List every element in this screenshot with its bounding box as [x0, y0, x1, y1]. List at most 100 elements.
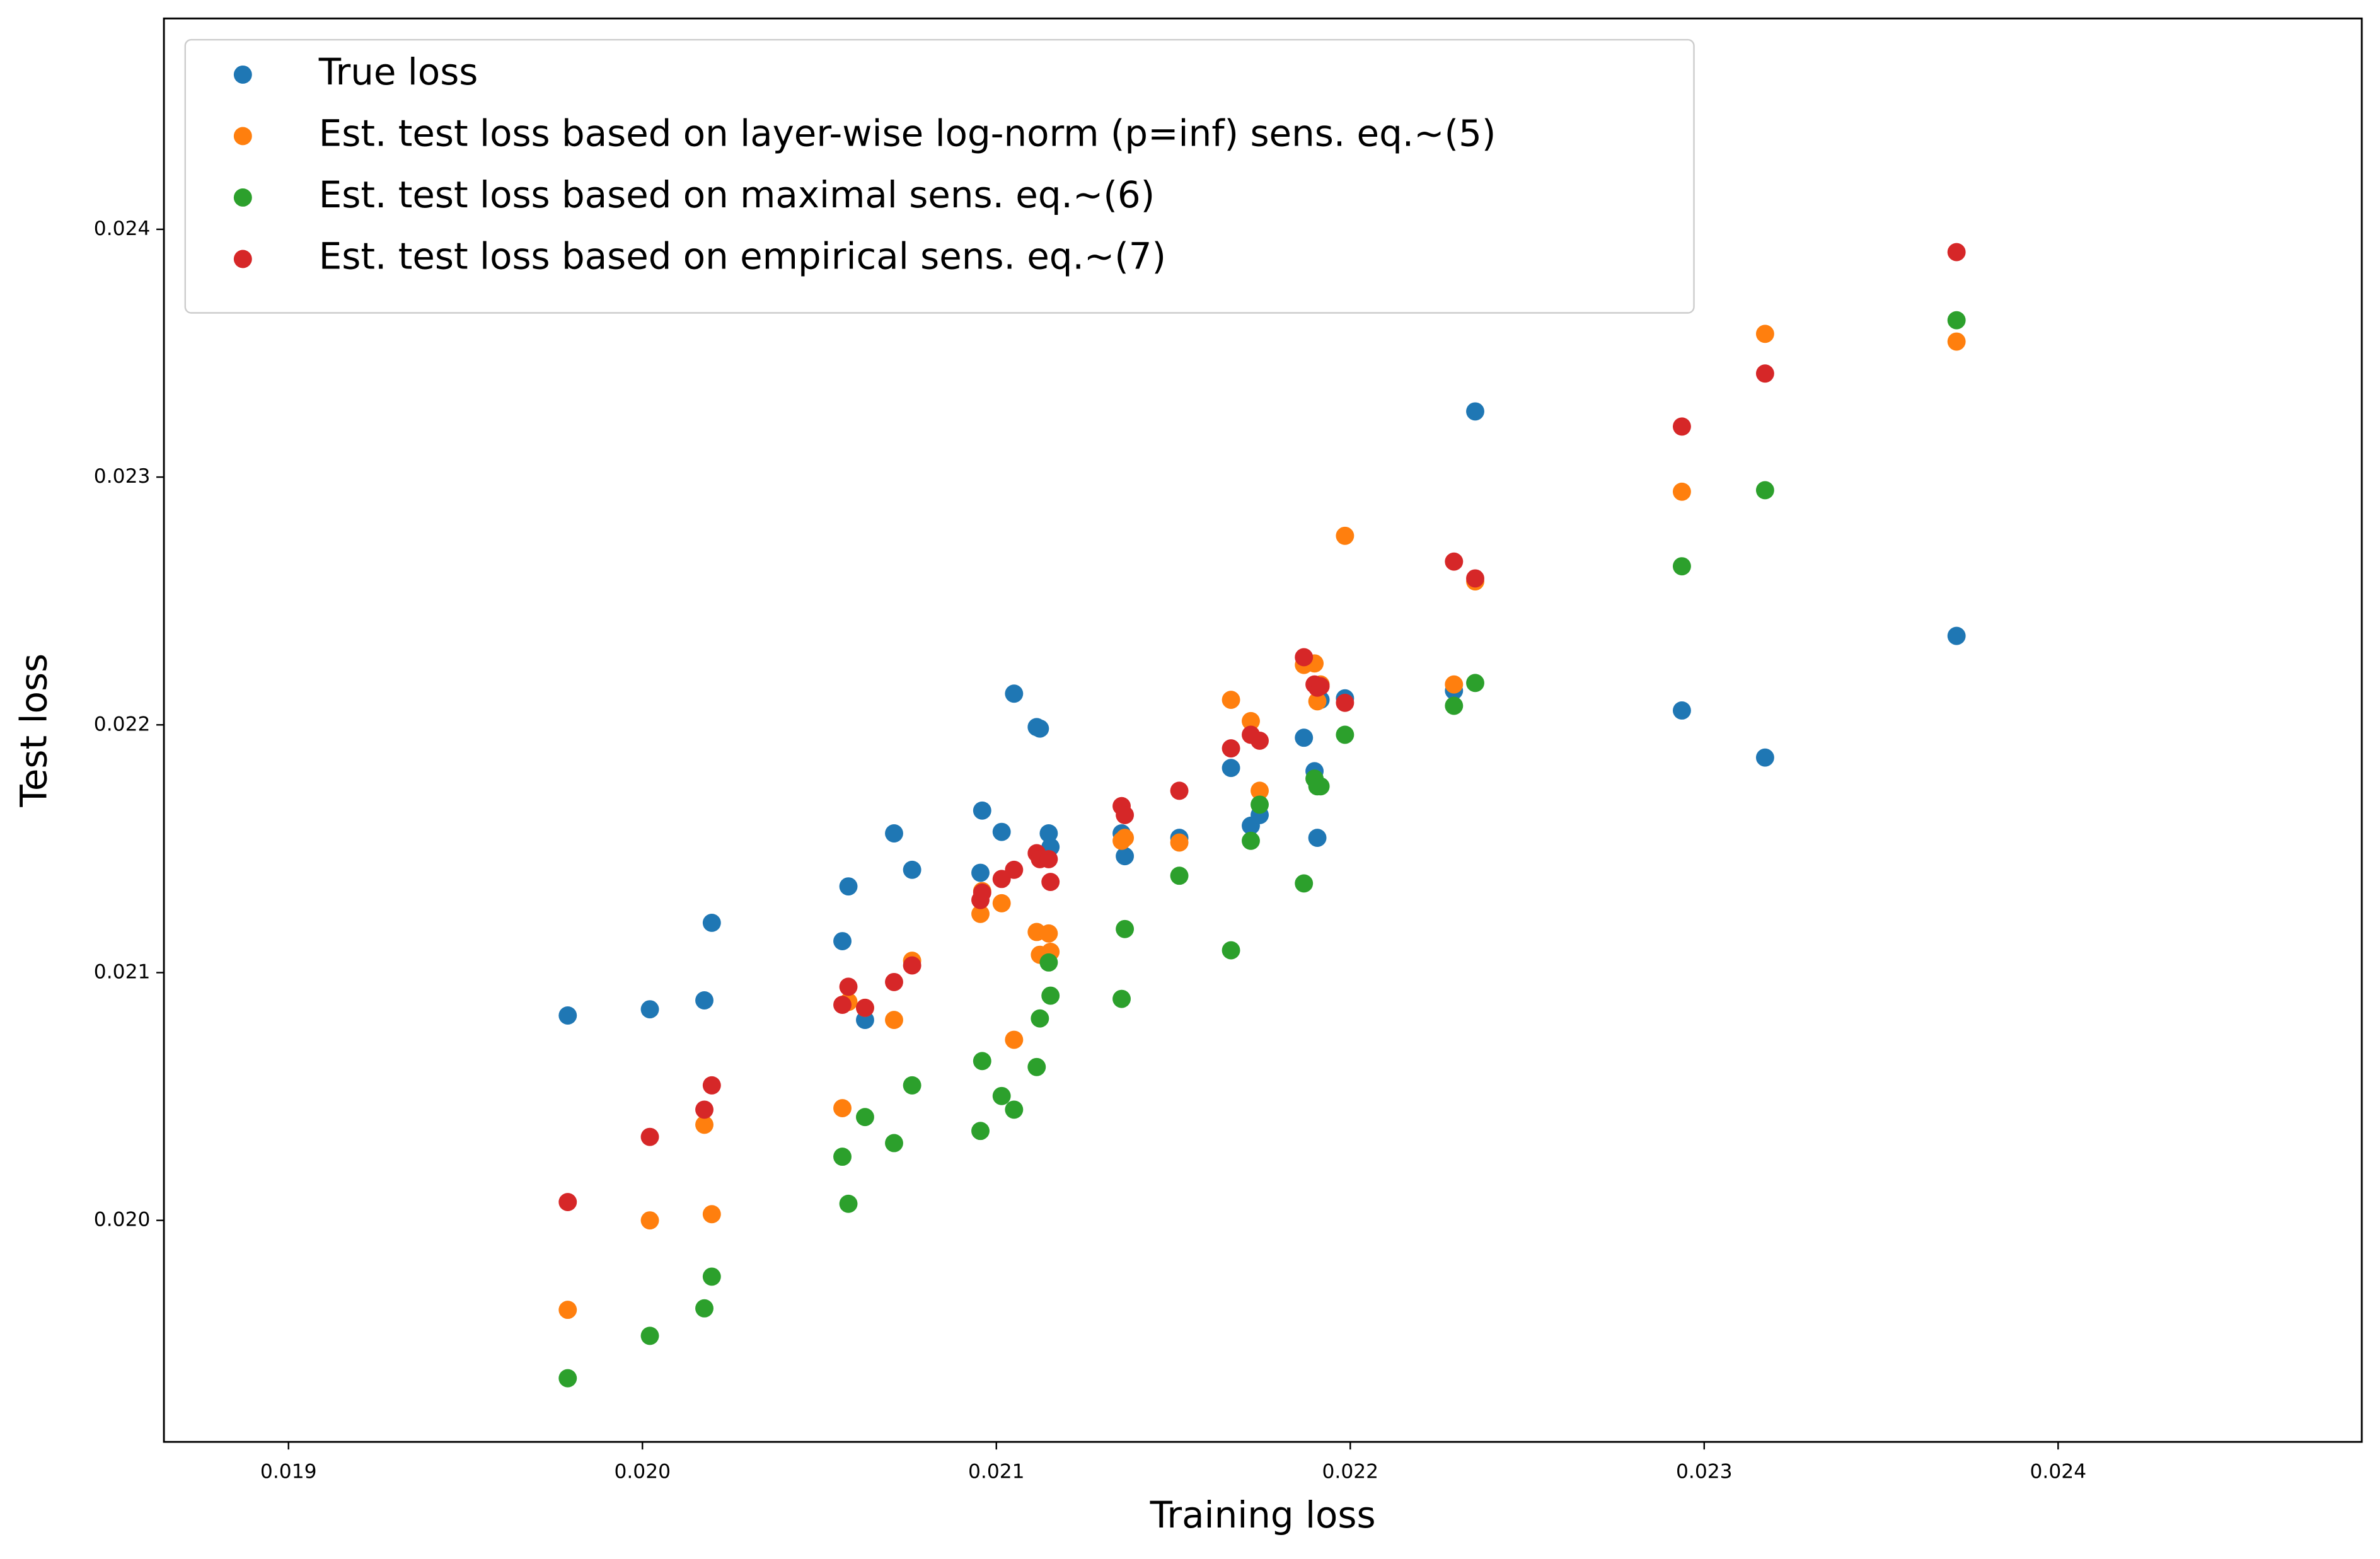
y-axis-label: Test loss	[12, 653, 55, 808]
data-point	[1222, 759, 1240, 778]
x-tick-label: 0.024	[2030, 1460, 2087, 1483]
data-point	[1672, 482, 1691, 501]
data-point	[1170, 781, 1189, 800]
data-point	[1222, 739, 1240, 758]
data-point	[695, 1100, 713, 1119]
data-point	[992, 1086, 1011, 1105]
data-point	[1336, 526, 1355, 545]
data-point	[1242, 711, 1260, 730]
data-point	[558, 1193, 577, 1212]
legend-label: True loss	[318, 50, 478, 93]
data-point	[702, 1076, 721, 1095]
legend-marker	[233, 127, 252, 146]
data-point	[1755, 481, 1774, 500]
data-point	[695, 991, 713, 1010]
data-point	[1308, 829, 1327, 848]
data-point	[839, 1194, 858, 1213]
data-point	[971, 904, 990, 923]
legend-box	[184, 38, 1695, 314]
data-point	[839, 877, 858, 896]
data-point	[1116, 829, 1135, 848]
data-point	[833, 1099, 852, 1117]
data-point	[1947, 243, 1966, 262]
data-point	[855, 1108, 874, 1127]
data-point	[971, 863, 990, 882]
y-tick-label: 0.023	[94, 465, 151, 488]
legend-label: Est. test loss based on maximal sens. eq…	[319, 173, 1155, 216]
data-point	[695, 1115, 713, 1134]
data-point	[558, 1369, 577, 1388]
legend-marker	[233, 188, 252, 207]
data-point	[1445, 675, 1464, 694]
data-point	[839, 977, 858, 996]
data-point	[1947, 626, 1966, 645]
data-point	[1755, 325, 1774, 343]
data-point	[1947, 332, 1966, 351]
data-point	[1672, 701, 1691, 720]
data-point	[1116, 919, 1135, 938]
data-point	[903, 956, 921, 975]
data-point	[1251, 731, 1269, 750]
data-point	[1445, 552, 1464, 571]
data-point	[1039, 824, 1058, 843]
data-point	[1466, 674, 1484, 693]
data-point	[973, 883, 991, 902]
x-tick-label: 0.022	[1322, 1460, 1378, 1483]
data-point	[1116, 805, 1135, 824]
y-tick-label: 0.024	[94, 217, 151, 240]
data-point	[855, 998, 874, 1017]
data-point	[833, 932, 852, 950]
data-point	[903, 1076, 921, 1095]
data-point	[1311, 777, 1330, 796]
data-point	[1295, 874, 1314, 893]
data-point	[702, 1267, 721, 1286]
data-point	[1222, 941, 1240, 960]
data-point	[1031, 1009, 1049, 1028]
data-point	[640, 1127, 659, 1146]
data-point	[1005, 684, 1024, 703]
data-point	[1039, 849, 1058, 868]
data-point	[702, 913, 721, 932]
data-point	[1672, 417, 1691, 436]
data-point	[640, 1326, 659, 1345]
y-tick-label: 0.022	[94, 713, 151, 735]
data-point	[1222, 691, 1240, 710]
data-point	[971, 1122, 990, 1141]
data-point	[558, 1006, 577, 1025]
data-point	[833, 996, 852, 1015]
data-point	[640, 1211, 659, 1230]
data-point	[885, 972, 903, 991]
data-point	[992, 894, 1011, 912]
data-point	[1170, 833, 1189, 852]
data-point	[1005, 1030, 1024, 1049]
legend-label: Est. test loss based on layer-wise log-n…	[319, 112, 1496, 155]
x-tick-label: 0.020	[614, 1460, 671, 1483]
data-point	[1336, 693, 1355, 712]
x-axis-label: Training loss	[1150, 1493, 1376, 1536]
legend-label: Est. test loss based on empirical sens. …	[319, 235, 1166, 278]
data-point	[1311, 677, 1330, 696]
data-point	[973, 1052, 991, 1071]
x-tick-label: 0.023	[1676, 1460, 1733, 1483]
data-point	[1755, 364, 1774, 383]
data-point	[1242, 831, 1260, 850]
y-tick-label: 0.021	[94, 960, 151, 983]
data-point	[833, 1148, 852, 1166]
data-point	[973, 801, 991, 820]
data-point	[1041, 986, 1060, 1005]
data-point	[1295, 648, 1314, 667]
x-tick-label: 0.019	[260, 1460, 317, 1483]
data-point	[992, 822, 1011, 841]
data-point	[1005, 1100, 1024, 1119]
data-point	[1170, 866, 1189, 885]
data-point	[1466, 402, 1484, 421]
data-point	[885, 824, 903, 843]
data-point	[1005, 860, 1024, 879]
legend-marker	[233, 65, 252, 84]
data-point	[1031, 719, 1049, 738]
data-point	[1295, 728, 1314, 747]
data-point	[1251, 781, 1269, 800]
x-tick-label: 0.021	[968, 1460, 1025, 1483]
